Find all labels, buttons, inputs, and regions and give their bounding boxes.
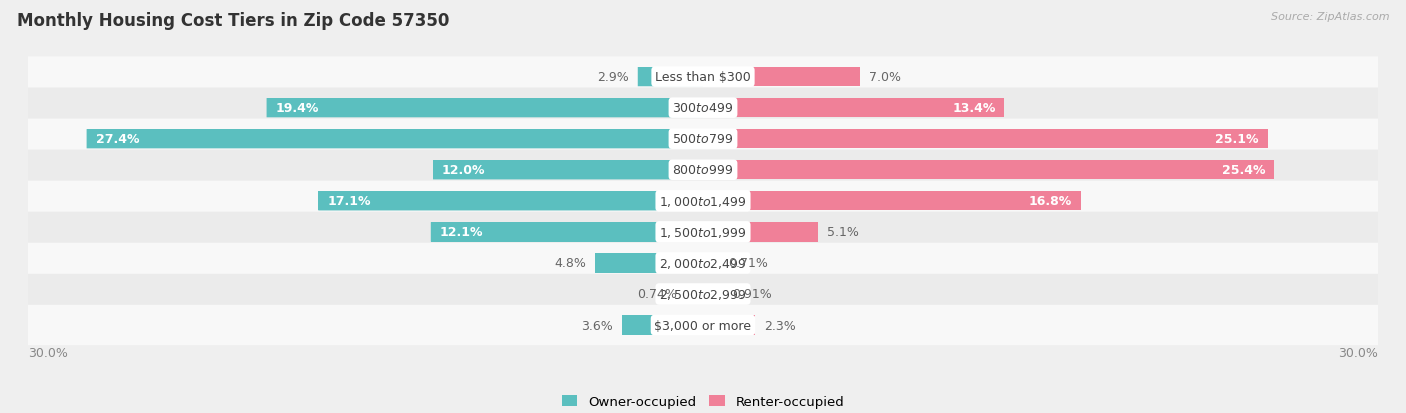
Bar [703, 223, 818, 242]
FancyBboxPatch shape [18, 274, 1388, 314]
Bar [430, 223, 703, 242]
Bar [703, 285, 724, 304]
Bar [87, 130, 703, 149]
FancyBboxPatch shape [430, 223, 703, 242]
FancyBboxPatch shape [18, 305, 1388, 345]
Text: 0.74%: 0.74% [637, 288, 678, 301]
FancyBboxPatch shape [595, 254, 703, 273]
Text: 2.3%: 2.3% [763, 319, 796, 332]
FancyBboxPatch shape [18, 181, 1388, 221]
Text: 16.8%: 16.8% [1029, 195, 1071, 208]
FancyBboxPatch shape [267, 99, 703, 118]
Text: 2.9%: 2.9% [598, 71, 628, 84]
FancyBboxPatch shape [318, 192, 703, 211]
Text: 7.0%: 7.0% [869, 71, 901, 84]
Bar [433, 161, 703, 180]
Bar [267, 99, 703, 118]
Text: 0.71%: 0.71% [728, 257, 768, 270]
Bar [638, 68, 703, 87]
Text: 17.1%: 17.1% [328, 195, 371, 208]
Bar [686, 285, 703, 304]
Text: 4.8%: 4.8% [554, 257, 586, 270]
FancyBboxPatch shape [18, 150, 1388, 190]
Text: $3,000 or more: $3,000 or more [655, 319, 751, 332]
Bar [703, 192, 1081, 211]
Text: 13.4%: 13.4% [952, 102, 995, 115]
FancyBboxPatch shape [87, 130, 703, 149]
FancyBboxPatch shape [18, 88, 1388, 128]
Text: 5.1%: 5.1% [827, 226, 859, 239]
FancyBboxPatch shape [686, 285, 703, 304]
Text: 25.1%: 25.1% [1215, 133, 1258, 146]
Text: 30.0%: 30.0% [28, 347, 67, 360]
Text: 25.4%: 25.4% [1222, 164, 1265, 177]
Text: 12.1%: 12.1% [440, 226, 484, 239]
Text: 30.0%: 30.0% [1339, 347, 1378, 360]
Text: $1,000 to $1,499: $1,000 to $1,499 [659, 195, 747, 208]
Bar [703, 316, 755, 335]
Bar [703, 254, 718, 273]
Text: 0.91%: 0.91% [733, 288, 772, 301]
Text: $500 to $799: $500 to $799 [672, 133, 734, 146]
Text: 27.4%: 27.4% [96, 133, 139, 146]
Bar [595, 254, 703, 273]
Bar [703, 161, 1274, 180]
Text: 3.6%: 3.6% [581, 319, 613, 332]
FancyBboxPatch shape [433, 161, 703, 180]
FancyBboxPatch shape [18, 57, 1388, 97]
FancyBboxPatch shape [638, 68, 703, 87]
Bar [318, 192, 703, 211]
Text: 12.0%: 12.0% [441, 164, 485, 177]
Text: $2,500 to $2,999: $2,500 to $2,999 [659, 287, 747, 301]
Text: $800 to $999: $800 to $999 [672, 164, 734, 177]
Text: Source: ZipAtlas.com: Source: ZipAtlas.com [1271, 12, 1389, 22]
Text: 19.4%: 19.4% [276, 102, 319, 115]
Text: Less than $300: Less than $300 [655, 71, 751, 84]
Bar [703, 68, 860, 87]
Bar [621, 316, 703, 335]
Text: $1,500 to $1,999: $1,500 to $1,999 [659, 225, 747, 239]
Bar [703, 130, 1268, 149]
Legend: Owner-occupied, Renter-occupied: Owner-occupied, Renter-occupied [561, 396, 845, 408]
FancyBboxPatch shape [18, 212, 1388, 252]
Bar [703, 99, 1004, 118]
Text: Monthly Housing Cost Tiers in Zip Code 57350: Monthly Housing Cost Tiers in Zip Code 5… [17, 12, 450, 30]
Text: $2,000 to $2,499: $2,000 to $2,499 [659, 256, 747, 270]
FancyBboxPatch shape [18, 243, 1388, 283]
FancyBboxPatch shape [18, 119, 1388, 159]
FancyBboxPatch shape [621, 316, 703, 335]
Text: $300 to $499: $300 to $499 [672, 102, 734, 115]
